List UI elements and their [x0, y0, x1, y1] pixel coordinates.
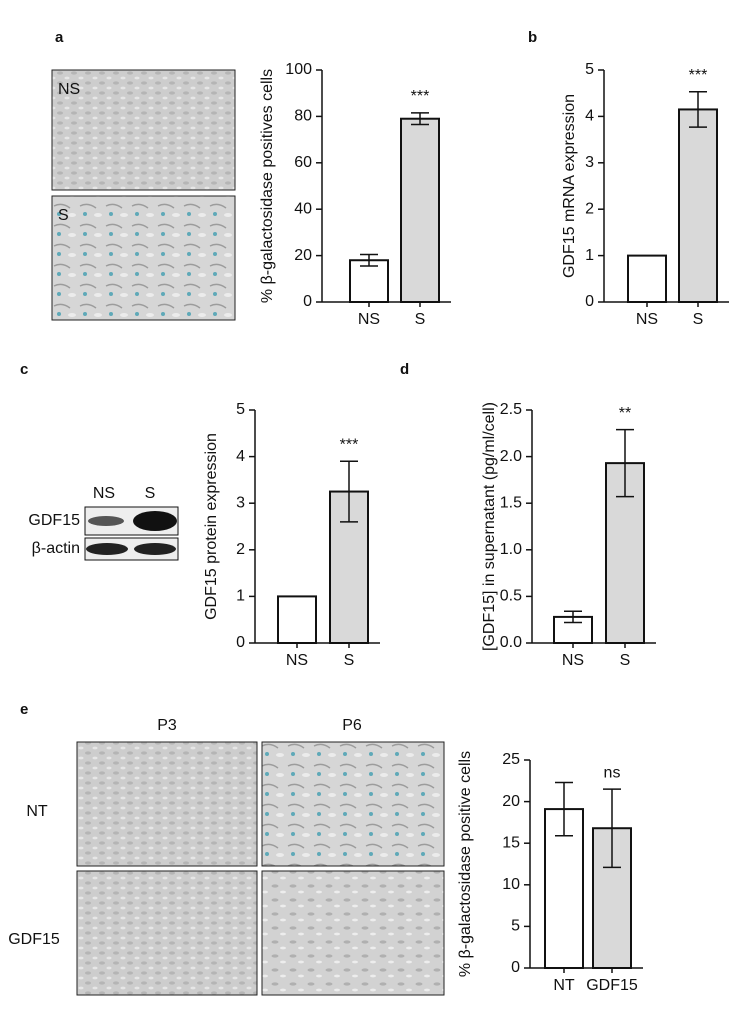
error-bar [340, 460, 358, 523]
bar [627, 254, 667, 304]
significance: *** [411, 88, 430, 105]
lane-label: S [145, 485, 156, 502]
x-tick-label: S [344, 652, 355, 669]
y-tick-label: 1 [585, 247, 594, 264]
row-label: NT [26, 803, 48, 820]
x-tick-label: S [415, 311, 426, 328]
error-bar [564, 610, 582, 624]
blot [84, 506, 179, 561]
y-tick-label: 5 [585, 61, 594, 78]
image-label: NS [58, 81, 80, 98]
y-axis-label: [GDF15] in supernatant (pg/ml/cell) [481, 402, 498, 651]
y-tick-label: 4 [236, 448, 245, 465]
panel-label: d [400, 361, 409, 378]
blot-row-label: β-actin [32, 540, 80, 557]
y-tick-label: 3 [585, 154, 594, 171]
y-axis-label: GDF15 mRNA expression [561, 94, 578, 278]
y-tick-label: 100 [285, 61, 312, 78]
y-tick-label: 4 [585, 108, 594, 125]
y-tick-label: 1.0 [500, 541, 522, 558]
significance: ns [604, 764, 621, 781]
error-bar [555, 781, 573, 837]
column-label: P3 [157, 717, 177, 734]
y-tick-label: 40 [294, 200, 312, 217]
y-axis-label: % β-galactosidase positives cells [259, 69, 276, 303]
y-tick-label: 2 [236, 541, 245, 558]
bar [329, 490, 369, 644]
lane-label: NS [93, 485, 115, 502]
error-bar [411, 112, 429, 126]
x-tick-label: NS [562, 652, 584, 669]
y-tick-label: 0 [303, 293, 312, 310]
y-tick-label: 0 [511, 959, 520, 976]
bar [349, 259, 389, 303]
y-tick-label: 20 [294, 247, 312, 264]
column-label: P6 [342, 717, 362, 734]
y-tick-label: 0 [585, 293, 594, 310]
y-tick-label: 1 [236, 588, 245, 605]
significance: *** [689, 67, 708, 84]
x-tick-label: S [693, 311, 704, 328]
significance: *** [340, 436, 359, 453]
error-bar [616, 428, 634, 498]
y-tick-label: 15 [502, 834, 520, 851]
y-tick-label: 25 [502, 751, 520, 768]
x-tick-label: NS [286, 652, 308, 669]
bar [678, 108, 718, 303]
y-tick-label: 60 [294, 154, 312, 171]
panel-label: a [55, 29, 64, 46]
error-bar [689, 91, 707, 128]
y-axis-label: % β-galactosidase positive cells [457, 751, 474, 977]
error-bar [603, 788, 621, 869]
y-tick-label: 1.5 [500, 494, 522, 511]
y-tick-label: 5 [236, 401, 245, 418]
error-bar [360, 253, 378, 267]
y-tick-label: 20 [502, 793, 520, 810]
y-tick-label: 2 [585, 200, 594, 217]
y-tick-label: 80 [294, 108, 312, 125]
panel-e-images [76, 741, 445, 996]
y-tick-label: 5 [511, 918, 520, 935]
panel-a-images [51, 69, 236, 321]
bar [277, 595, 317, 645]
y-tick-label: 10 [502, 876, 520, 893]
panel-label: b [528, 29, 537, 46]
y-axis-label: GDF15 protein expression [203, 433, 220, 620]
panel-label: c [20, 361, 28, 378]
y-tick-label: 2.0 [500, 448, 522, 465]
y-tick-label: 0.5 [500, 588, 522, 605]
x-tick-label: S [620, 652, 631, 669]
x-tick-label: NT [553, 977, 575, 994]
x-tick-label: GDF15 [586, 977, 638, 994]
blot-row-label: GDF15 [28, 512, 80, 529]
y-tick-label: 0 [236, 634, 245, 651]
y-tick-label: 2.5 [500, 401, 522, 418]
y-tick-label: 0.0 [500, 634, 522, 651]
panel-label: e [20, 701, 28, 718]
bar [400, 117, 440, 303]
image-label: S [58, 207, 69, 224]
x-tick-label: NS [636, 311, 658, 328]
x-tick-label: NS [358, 311, 380, 328]
row-label: GDF15 [8, 931, 60, 948]
significance: ** [619, 405, 631, 422]
y-tick-label: 3 [236, 494, 245, 511]
